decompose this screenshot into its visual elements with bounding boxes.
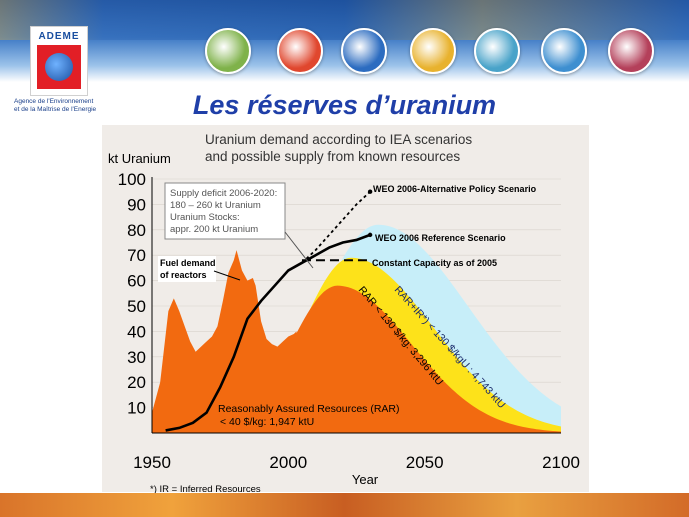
x-tick-label: 2050 bbox=[406, 453, 444, 472]
reference-end-marker bbox=[367, 232, 373, 238]
x-axis-label: Year bbox=[352, 472, 379, 487]
footnote: *) IR = Inferred Resources bbox=[150, 484, 261, 495]
y-tick-label: 30 bbox=[127, 348, 146, 367]
x-tick-label: 2100 bbox=[542, 453, 580, 472]
fuel-demand-line bbox=[165, 233, 371, 432]
supply-deficit-text-2: 180 – 260 kt Uranium bbox=[170, 200, 261, 211]
production-area-path bbox=[152, 250, 300, 433]
y-tick-label: 100 bbox=[118, 170, 146, 189]
supply-deficit-text-3: Uranium Stocks: bbox=[170, 212, 240, 223]
y-tick-label: 60 bbox=[127, 272, 146, 291]
chart-title: Uranium demand according to IEA scenario… bbox=[205, 132, 472, 147]
axes bbox=[151, 177, 561, 434]
x-tick-label: 2000 bbox=[269, 453, 307, 472]
sun-icon bbox=[341, 28, 387, 74]
agency-name: Agence de l'Environnement et de la Maîtr… bbox=[14, 98, 110, 114]
supply-areas bbox=[261, 224, 561, 433]
slide-title: Les réserves d’uranium bbox=[192, 90, 497, 120]
supply-deficit-text-1: Supply deficit 2006-2020: bbox=[170, 188, 277, 199]
hammer-icon bbox=[608, 28, 654, 74]
agency-line-2: et de la Maîtrise de l'Energie bbox=[14, 106, 97, 113]
reference-label: WEO 2006 Reference Scenario bbox=[375, 233, 506, 243]
agency-line-1: Agence de l'Environnement bbox=[14, 98, 94, 105]
y-tick-label: 50 bbox=[127, 297, 146, 316]
y-axis-label: kt Uranium bbox=[108, 151, 171, 166]
bottom-band bbox=[0, 493, 689, 517]
alt-policy-label: WEO 2006-Alternative Policy Scenario bbox=[373, 184, 537, 194]
supply-deficit-pointer bbox=[284, 231, 314, 269]
fuel-demand-label-bg bbox=[158, 256, 216, 282]
rar40-label-1: Reasonably Assured Resources (RAR) bbox=[218, 403, 400, 415]
supply-deficit-text-4: appr. 200 kt Uranium bbox=[170, 224, 258, 235]
production-area bbox=[152, 250, 300, 433]
zigzag-icon bbox=[541, 28, 587, 74]
constant-capacity-label: Constant Capacity as of 2005 bbox=[372, 258, 497, 268]
y-tick-label: 10 bbox=[127, 399, 146, 418]
chart-subtitle: and possible supply from known resources bbox=[205, 149, 460, 164]
logo-text: ADEME bbox=[38, 31, 80, 42]
rar40-label-2: < 40 $/kg: 1,947 ktU bbox=[220, 416, 314, 428]
graph-icon bbox=[474, 28, 520, 74]
fuel-demand-text-2: of reactors bbox=[160, 270, 207, 280]
ademe-logo: ADEME bbox=[30, 26, 88, 96]
y-tick-label: 80 bbox=[127, 221, 146, 240]
fuel-demand-pointer bbox=[213, 270, 241, 281]
alt-policy-line bbox=[301, 191, 371, 264]
supply-area-3 bbox=[261, 285, 561, 433]
fuel-demand-text-1: Fuel demand bbox=[160, 258, 216, 268]
tick-labels: 10 20 30 40 50 60 70 80 90 100 1950 2000 2050 2100 bbox=[118, 170, 580, 472]
balloon-icon bbox=[205, 28, 251, 74]
y-tick-label: 20 bbox=[127, 373, 146, 392]
supply-deficit-box bbox=[164, 182, 286, 240]
y-tick-label: 40 bbox=[127, 322, 146, 341]
house-icon bbox=[410, 28, 456, 74]
globe-icon bbox=[45, 53, 73, 81]
x-tick-label: 1950 bbox=[133, 453, 171, 472]
alt-policy-end-marker bbox=[367, 189, 373, 194]
demand-lines bbox=[165, 189, 373, 432]
y-tick-label: 90 bbox=[127, 195, 146, 214]
y-tick-label: 70 bbox=[127, 246, 146, 265]
france-map-icon bbox=[277, 28, 323, 74]
